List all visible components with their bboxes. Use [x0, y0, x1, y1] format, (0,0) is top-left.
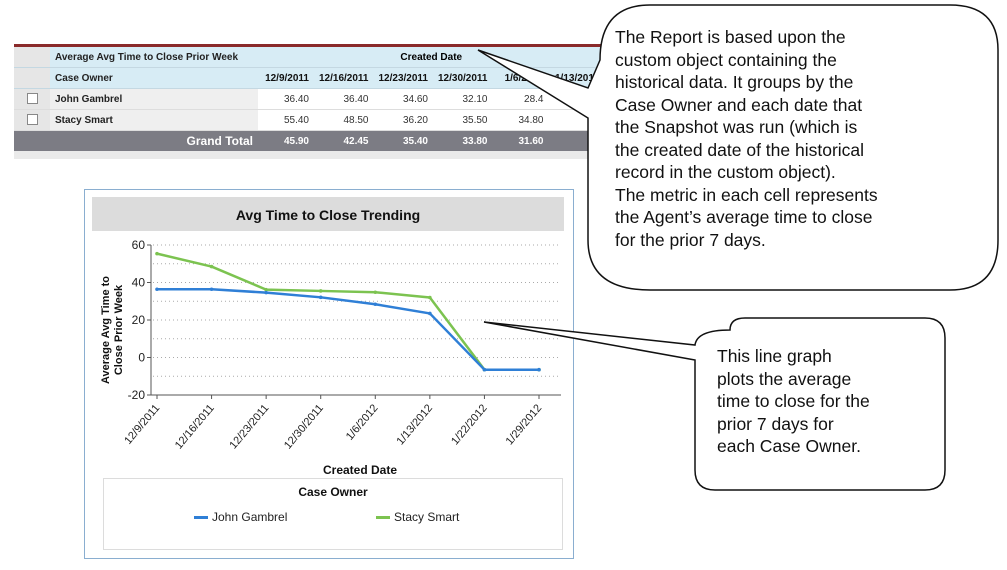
- total-value-cell: 33.80: [433, 130, 493, 151]
- x-axis-title: Created Date: [323, 463, 397, 477]
- data-point: [264, 290, 268, 295]
- total-value-cell: 35.40: [373, 130, 433, 151]
- case-owner-column-header[interactable]: Case Owner: [50, 67, 258, 89]
- total-value-cell: 45.90: [258, 130, 314, 151]
- callout-bottom-line: prior 7 days for: [717, 413, 834, 434]
- value-cell: 32.10: [433, 88, 493, 110]
- header-spacer: [14, 67, 50, 89]
- series-line-john-gambrel: [157, 288, 539, 371]
- chart-legend: Case Owner John Gambrel Stacy Smart: [103, 478, 563, 550]
- callout-bottom-line: This line graph: [717, 346, 832, 366]
- legend-item-john-gambrel[interactable]: John Gambrel: [194, 510, 287, 524]
- date-column-header[interactable]: 12/30/2011: [433, 67, 493, 89]
- owner-name: Stacy Smart: [50, 109, 258, 131]
- data-point: [155, 251, 159, 256]
- row-checkbox-cell: [14, 88, 50, 110]
- y-axis-title: Average Avg Time to: [100, 276, 112, 384]
- y-tick-label: 0: [138, 351, 145, 365]
- date-column-header[interactable]: 12/9/2011: [258, 67, 314, 89]
- callout-top-line: for the prior 7 days.: [615, 229, 766, 250]
- value-cell: 55.40: [258, 109, 314, 131]
- legend-label: Stacy Smart: [394, 510, 460, 524]
- data-point: [155, 287, 159, 292]
- row-checkbox[interactable]: [26, 114, 38, 126]
- data-point: [209, 264, 214, 269]
- value-cell: 48.50: [314, 109, 374, 131]
- y-tick-label: 20: [132, 313, 146, 327]
- callout-top-text: The Report is based upon the custom objec…: [615, 26, 985, 251]
- callout-top-line: The Report is based upon the: [615, 27, 846, 47]
- callout-top-line: the Agent’s average time to close: [615, 207, 873, 227]
- value-cell: 36.40: [258, 88, 314, 110]
- table-row: Stacy Smart 55.40 48.50 36.20 35.50 34.8…: [14, 109, 605, 131]
- legend-label: John Gambrel: [212, 510, 288, 524]
- y-tick-label: 60: [132, 238, 146, 252]
- callout-top-line: custom object containing the: [615, 49, 837, 70]
- value-cell: 28.4: [492, 88, 549, 110]
- data-point: [428, 295, 432, 300]
- value-cell: 36.20: [373, 109, 433, 131]
- legend-title: Case Owner: [298, 485, 368, 499]
- report-header-row-1: Average Avg Time to Close Prior Week Cre…: [14, 47, 605, 68]
- y-tick-label: -20: [128, 388, 146, 402]
- grand-total-row: Grand Total 45.90 42.45 35.40 33.80 31.6…: [14, 130, 605, 151]
- callout-top-line: Case Owner and each date that: [615, 94, 863, 115]
- total-value-cell: 31.60: [492, 130, 549, 151]
- callout-bottom-bubble: [483, 317, 946, 491]
- callout-bottom-line: each Case Owner.: [717, 436, 861, 456]
- data-point: [428, 311, 432, 316]
- total-value-cell: 42.45: [314, 130, 374, 151]
- grand-total-label: Grand Total: [50, 130, 258, 151]
- y-axis-title: Close Prior Week: [113, 284, 125, 375]
- value-cell: 34.60: [373, 88, 433, 110]
- header-spacer: [14, 47, 50, 68]
- legend-line-swatch: [376, 515, 390, 519]
- date-column-header[interactable]: 12/23/2011: [373, 67, 433, 89]
- data-point: [482, 367, 487, 372]
- callout-top-bubble: [477, 4, 999, 291]
- callout-bottom-text: This line graph plots the average time to …: [717, 345, 935, 458]
- callout-bottom-line: plots the average: [717, 368, 852, 389]
- metric-header-label: Average Avg Time to Close Prior Week: [50, 47, 258, 68]
- data-point: [373, 302, 378, 307]
- callout-top-line: The metric in each cell represents: [615, 184, 878, 205]
- line-chart[interactable]: 60 40 20 0 -20 Average Avg Time to Close Prior…: [85, 190, 573, 480]
- total-spacer: [14, 130, 50, 151]
- callout-bottom-line: time to close for the: [717, 391, 870, 411]
- data-point: [209, 287, 214, 292]
- legend-item-stacy-smart[interactable]: Stacy Smart: [376, 510, 459, 524]
- date-column-header[interactable]: 12/16/2011: [314, 67, 374, 89]
- value-cell: 34.80: [492, 109, 549, 131]
- callout-top-line: the created date of the historical: [615, 139, 865, 160]
- callout-top-line: historical data. It groups by the: [615, 72, 854, 92]
- legend-line-swatch: [194, 515, 208, 519]
- data-point: [264, 287, 268, 292]
- y-tick-label: 40: [132, 276, 146, 290]
- row-checkbox[interactable]: [26, 93, 38, 105]
- created-date-group-header[interactable]: Created Date: [258, 47, 605, 68]
- data-point: [373, 290, 378, 295]
- data-point: [537, 367, 541, 372]
- callout-top-line: record in the custom object).: [615, 162, 836, 182]
- row-checkbox-cell: [14, 109, 50, 131]
- series-line-stacy-smart: [156, 252, 539, 371]
- chart-title-bar: Avg Time to Close Trending: [92, 197, 564, 231]
- report-header-row-2: Case Owner 12/9/2011 12/16/2011 12/23/20…: [14, 67, 605, 89]
- chart-title: Avg Time to Close Trending: [235, 207, 421, 223]
- chart-panel: Avg Time to Close Trending 60 40 20 0 -20 Ave…: [84, 189, 574, 559]
- value-cell: 36.40: [314, 88, 374, 110]
- data-point: [318, 295, 323, 300]
- owner-name: John Gambrel: [50, 88, 258, 110]
- value-cell: 35.50: [433, 109, 493, 131]
- data-point: [318, 289, 323, 293]
- summary-report-table: Average Avg Time to Close Prior Week Cre…: [14, 44, 634, 159]
- callout-top-line: the Snapshot was run (which is: [615, 117, 858, 137]
